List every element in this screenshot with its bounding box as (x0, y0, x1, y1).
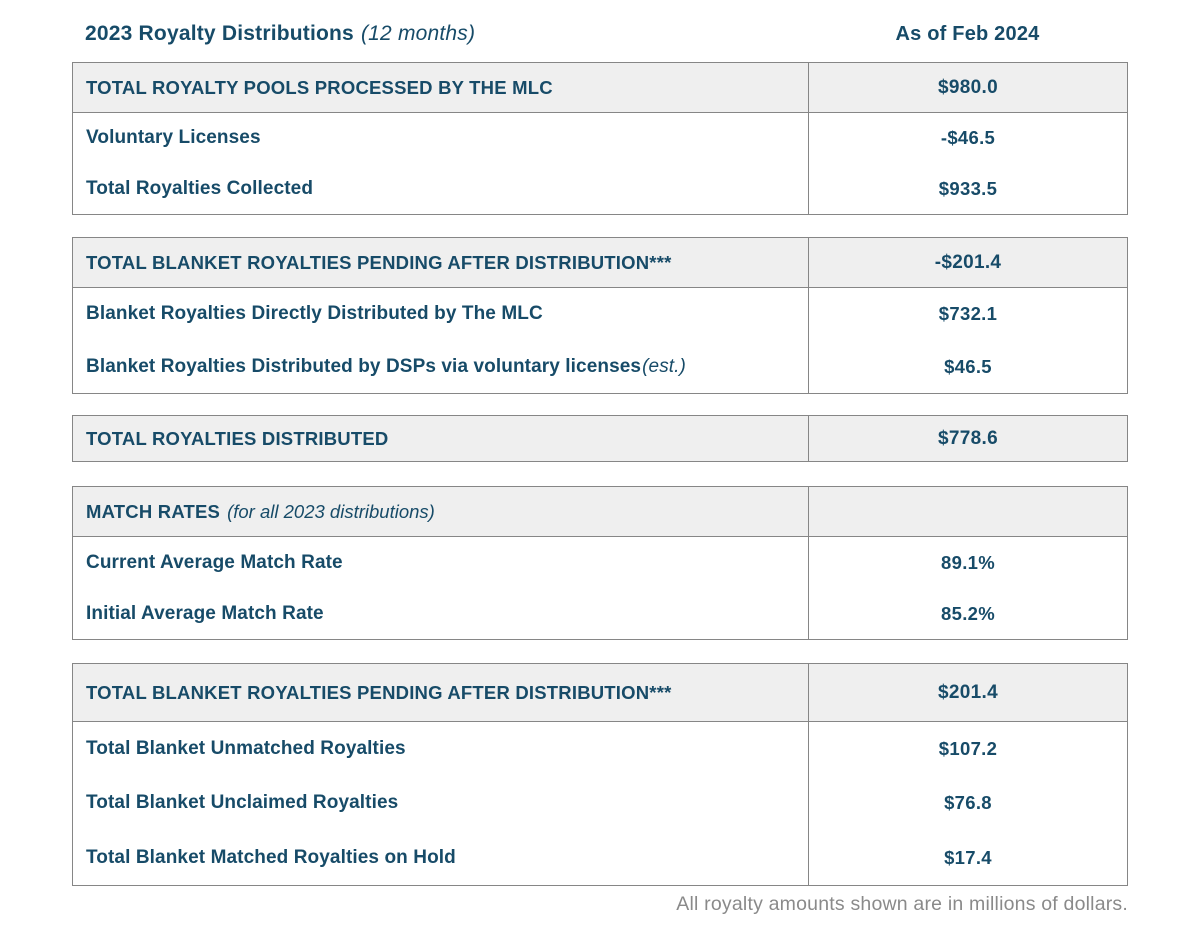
row-value: $76.8 (808, 776, 1127, 831)
row-label: Total Blanket Unclaimed Royalties (73, 776, 808, 830)
section-header-label: TOTAL ROYALTY POOLS PROCESSED BY THE MLC (73, 63, 808, 112)
row-label: Total Royalties Collected (73, 164, 808, 215)
row-value: $46.5 (808, 340, 1127, 393)
table-row: Total Blanket Unclaimed Royalties $76.8 (73, 776, 1127, 831)
section-header-text: TOTAL ROYALTY POOLS PROCESSED BY THE MLC (86, 76, 553, 98)
report-title-period: (12 months) (360, 22, 476, 45)
row-label-text: Current Average Match Rate (86, 551, 343, 573)
section-total-distributed: TOTAL ROYALTIES DISTRIBUTED $778.6 (72, 415, 1128, 462)
row-value: 85.2% (808, 588, 1127, 639)
section-header-row: TOTAL ROYALTY POOLS PROCESSED BY THE MLC… (73, 63, 1127, 113)
section-header-value: $201.4 (808, 664, 1127, 721)
section-blanket-pending-deduction: TOTAL BLANKET ROYALTIES PENDING AFTER DI… (72, 237, 1128, 394)
table-row: Blanket Royalties Directly Distributed b… (73, 288, 1127, 341)
section-header-row: TOTAL BLANKET ROYALTIES PENDING AFTER DI… (73, 664, 1127, 722)
section-royalty-pools: TOTAL ROYALTY POOLS PROCESSED BY THE MLC… (72, 62, 1128, 215)
row-label-text: Initial Average Match Rate (86, 602, 324, 624)
row-value: $17.4 (808, 830, 1127, 885)
row-label: Total Blanket Matched Royalties on Hold (73, 831, 808, 885)
table-row: Total Blanket Unmatched Royalties $107.2 (73, 722, 1127, 777)
row-label-italic: (est.) (642, 355, 686, 377)
row-label: Blanket Royalties Distributed by DSPs vi… (73, 341, 808, 394)
section-header-row: TOTAL BLANKET ROYALTIES PENDING AFTER DI… (73, 238, 1127, 288)
section-header-label: TOTAL ROYALTIES DISTRIBUTED (73, 416, 808, 461)
section-match-rates: MATCH RATES (for all 2023 distributions) … (72, 486, 1128, 640)
report-header: 2023 Royalty Distributions (12 months) As… (72, 22, 1128, 46)
row-label-text: Total Blanket Unclaimed Royalties (86, 792, 399, 814)
section-blanket-pending-breakdown: TOTAL BLANKET ROYALTIES PENDING AFTER DI… (72, 663, 1128, 886)
row-label-text: Total Blanket Unmatched Royalties (86, 738, 406, 760)
row-label: Current Average Match Rate (73, 537, 808, 588)
row-label-text: Blanket Royalties Directly Distributed b… (86, 303, 543, 325)
row-label: Voluntary Licenses (73, 113, 808, 164)
section-header-value: $980.0 (808, 63, 1127, 112)
section-header-text: TOTAL BLANKET ROYALTIES PENDING AFTER DI… (86, 251, 672, 273)
row-value: $732.1 (808, 288, 1127, 341)
row-label: Total Blanket Unmatched Royalties (73, 722, 808, 776)
section-header-text: TOTAL BLANKET ROYALTIES PENDING AFTER DI… (86, 681, 672, 703)
row-label: Initial Average Match Rate (73, 588, 808, 639)
section-header-row: MATCH RATES (for all 2023 distributions) (73, 487, 1127, 537)
row-label-text: Voluntary Licenses (86, 127, 261, 149)
row-label-text: Blanket Royalties Distributed by DSPs vi… (86, 355, 642, 377)
table-row: Total Blanket Matched Royalties on Hold … (73, 830, 1127, 885)
section-header-value: $778.6 (808, 416, 1127, 461)
row-value: -$46.5 (808, 113, 1127, 164)
report-title: 2023 Royalty Distributions (12 months) (72, 22, 807, 46)
section-header-italic: (for all 2023 distributions) (227, 500, 435, 522)
as-of-date: As of Feb 2024 (895, 23, 1040, 45)
section-header-text: MATCH RATES (86, 500, 221, 522)
row-label: Blanket Royalties Directly Distributed b… (73, 288, 808, 341)
table-row: Voluntary Licenses -$46.5 (73, 113, 1127, 164)
section-header-label: TOTAL BLANKET ROYALTIES PENDING AFTER DI… (73, 664, 808, 721)
footnote: All royalty amounts shown are in million… (676, 893, 1128, 915)
section-header-value (808, 487, 1127, 536)
table-row: Initial Average Match Rate 85.2% (73, 588, 1127, 639)
table-row: Blanket Royalties Distributed by DSPs vi… (73, 340, 1127, 394)
section-header-label: MATCH RATES (for all 2023 distributions) (73, 487, 808, 536)
section-header-text: TOTAL ROYALTIES DISTRIBUTED (86, 427, 389, 449)
row-value: $107.2 (808, 722, 1127, 777)
table-row: Total Royalties Collected $933.5 (73, 163, 1127, 215)
row-value: $933.5 (808, 163, 1127, 214)
row-label-text: Total Blanket Matched Royalties on Hold (86, 846, 456, 868)
section-header-row: TOTAL ROYALTIES DISTRIBUTED $778.6 (73, 416, 1127, 461)
report-title-text: 2023 Royalty Distributions (85, 22, 354, 45)
section-header-label: TOTAL BLANKET ROYALTIES PENDING AFTER DI… (73, 238, 808, 287)
row-value: 89.1% (808, 537, 1127, 588)
section-header-value: -$201.4 (808, 238, 1127, 287)
table-row: Current Average Match Rate 89.1% (73, 537, 1127, 588)
row-label-text: Total Royalties Collected (86, 177, 314, 199)
